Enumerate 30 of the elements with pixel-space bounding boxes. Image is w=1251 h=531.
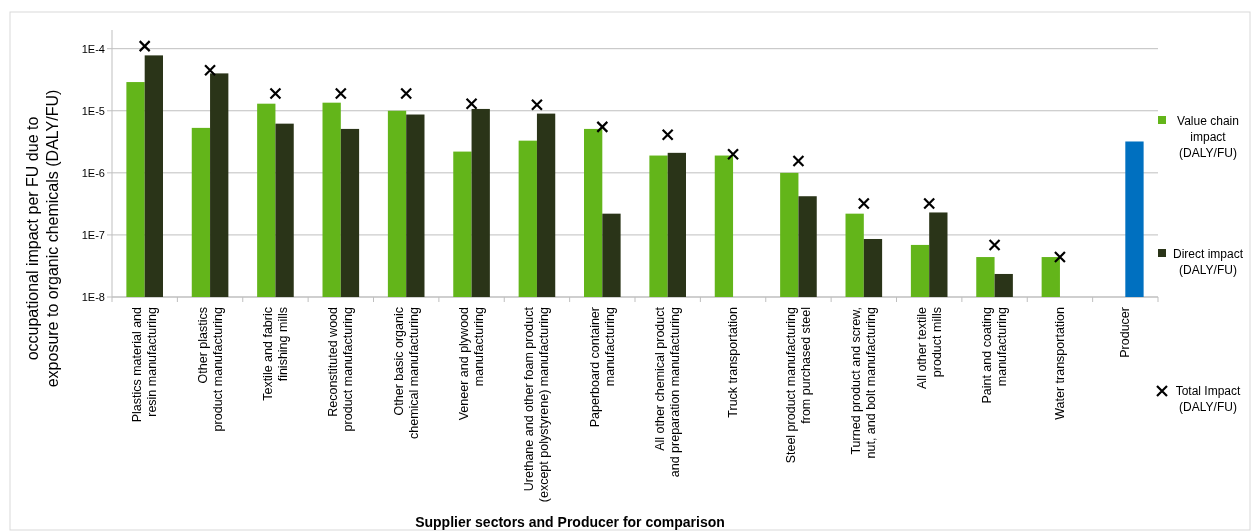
x-axis-title: Supplier sectors and Producer for comparison [415, 514, 725, 530]
point [726, 148, 740, 161]
point [923, 197, 936, 210]
x-tick-label: Paperboard container manufacturing [587, 306, 617, 428]
point [203, 64, 217, 77]
point [596, 120, 609, 133]
point [400, 87, 413, 100]
y-tick-label: 1E-7 [81, 228, 105, 241]
point [530, 98, 544, 111]
y-tick-label: 1E-8 [81, 290, 105, 303]
point [792, 154, 805, 168]
point [334, 87, 347, 100]
point [988, 238, 1001, 252]
y-tick-label: 1E-4 [81, 42, 105, 55]
x-tick-label: Producer [1118, 307, 1133, 358]
y-tick-label: 1E-6 [81, 166, 105, 179]
point [138, 40, 151, 53]
point [661, 128, 674, 141]
x-tick-label: Plastics material and resin manufacturing [130, 306, 160, 423]
point [857, 197, 870, 210]
y-tick-label: 1E-5 [81, 104, 105, 117]
x-tick-label: Water transportation [1052, 306, 1067, 420]
legend-label: Value chain impact (DALY/FU) [1177, 114, 1239, 160]
point [269, 87, 282, 100]
legend-label: Total Impact (DALY/FU) [1175, 384, 1242, 414]
point [1053, 250, 1067, 264]
point [465, 97, 478, 110]
legend-label: Direct impact (DALY/FU) [1172, 247, 1244, 277]
x-tick-label: Truck transportation [726, 306, 741, 418]
y-axis-title: occupational impact per FU due to exposure to organic chemicals (DALY/FU) [24, 89, 61, 388]
